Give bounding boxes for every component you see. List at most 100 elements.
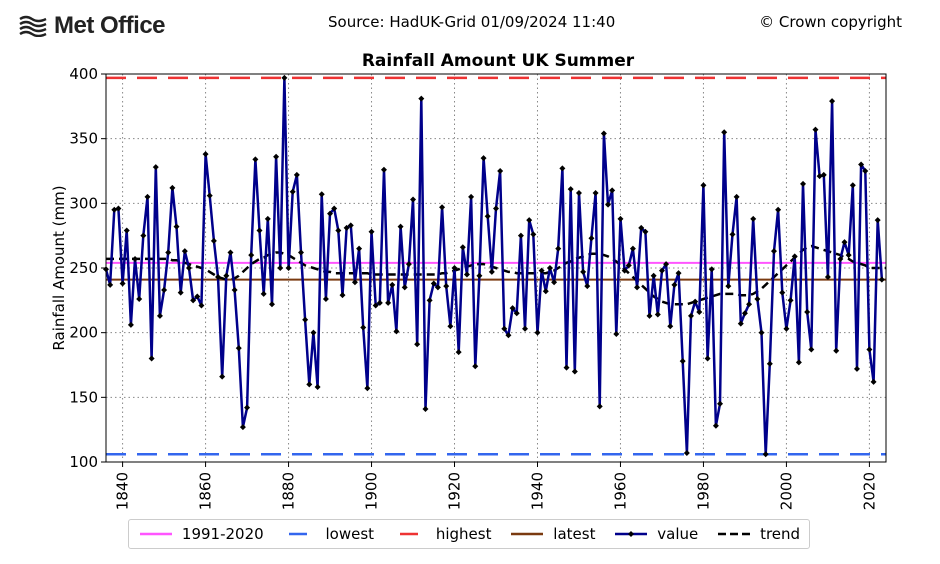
value-point xyxy=(829,98,836,105)
value-point xyxy=(331,205,338,212)
value-point xyxy=(667,323,674,330)
value-point xyxy=(476,272,483,279)
value-point xyxy=(646,312,653,319)
legend-item-lowest: lowest xyxy=(289,525,375,543)
value-point xyxy=(235,345,242,352)
legend-item-latest: latest xyxy=(511,525,596,543)
value-point xyxy=(119,280,126,287)
x-tick-label: 2000 xyxy=(777,472,795,510)
value-point xyxy=(605,201,612,208)
y-axis-label: Rainfall Amount (mm) xyxy=(50,185,68,350)
value-point xyxy=(870,378,877,385)
value-point xyxy=(762,451,769,458)
value-point xyxy=(468,193,475,200)
value-point xyxy=(306,381,313,388)
value-point xyxy=(418,95,425,102)
value-point xyxy=(559,165,566,172)
value-point xyxy=(658,267,665,274)
value-point xyxy=(210,237,217,244)
value-point xyxy=(808,346,815,353)
value-point xyxy=(347,222,354,229)
legend-item-highest: highest xyxy=(399,525,492,543)
y-tick-label: 250 xyxy=(69,259,98,277)
value-point xyxy=(804,308,811,315)
value-point xyxy=(256,227,263,234)
value-point xyxy=(663,261,670,268)
value-point xyxy=(750,215,757,222)
value-point xyxy=(853,365,860,372)
value-point xyxy=(327,210,334,217)
value-point xyxy=(501,325,508,332)
value-point xyxy=(302,316,309,323)
value-point xyxy=(260,290,267,297)
x-tick-label: 1920 xyxy=(446,472,464,510)
value-point xyxy=(824,274,831,281)
value-point xyxy=(426,297,433,304)
value-point xyxy=(356,245,363,252)
axes: 1840 1860 1880 1900 1920 1940 1960 1980 2000 2020… xyxy=(69,65,887,510)
value-point xyxy=(692,298,699,305)
value-point xyxy=(729,231,736,238)
value-point xyxy=(849,182,856,189)
value-point xyxy=(277,265,284,271)
value-point xyxy=(841,239,848,246)
value-point xyxy=(219,373,226,380)
value-point xyxy=(517,232,524,239)
value-point xyxy=(567,186,574,193)
value-point xyxy=(339,292,346,299)
value-point xyxy=(231,286,238,293)
value-point xyxy=(758,329,765,336)
y-tick-label: 300 xyxy=(69,194,98,212)
value-point xyxy=(223,272,230,279)
y-tick-label: 150 xyxy=(69,388,98,406)
value-point xyxy=(862,168,869,174)
value-point xyxy=(455,349,462,356)
value-point xyxy=(115,205,122,212)
value-point xyxy=(393,328,400,335)
value-point xyxy=(530,231,537,238)
value-point xyxy=(314,383,321,390)
value-point xyxy=(733,193,740,200)
value-point xyxy=(654,311,661,318)
value-point xyxy=(625,262,632,269)
value-point xyxy=(343,224,350,231)
value-point xyxy=(708,266,715,273)
value-point xyxy=(443,283,450,290)
value-point xyxy=(858,161,865,168)
plot-frame xyxy=(105,73,887,463)
legend-item-value: value xyxy=(613,525,698,543)
value-point xyxy=(194,293,201,300)
value-point xyxy=(775,206,782,213)
value-point xyxy=(310,329,317,336)
value-point xyxy=(430,280,437,287)
value-point xyxy=(123,227,130,234)
value-point xyxy=(264,215,271,222)
value-point xyxy=(621,267,628,274)
copyright-text: © Crown copyright xyxy=(759,13,902,31)
y-tick-label: 400 xyxy=(69,65,98,83)
value-point xyxy=(144,193,151,200)
value-point xyxy=(675,270,682,277)
value-point xyxy=(746,301,753,308)
value-point xyxy=(696,308,703,315)
value-point xyxy=(526,217,533,224)
value-point xyxy=(617,215,624,222)
value-point xyxy=(737,320,744,327)
value-point xyxy=(372,302,379,309)
value-point xyxy=(169,184,176,191)
value-point xyxy=(571,368,578,375)
value-point xyxy=(551,279,558,286)
value-point xyxy=(484,213,491,220)
value-point xyxy=(542,288,549,295)
value-point xyxy=(505,332,512,339)
value-point xyxy=(609,187,616,194)
value-point xyxy=(173,223,180,230)
value-point xyxy=(638,224,645,231)
value-point xyxy=(878,276,885,283)
y-tick-label: 200 xyxy=(69,324,98,342)
value-point xyxy=(634,284,641,291)
value-point xyxy=(741,310,748,317)
value-point xyxy=(156,312,163,319)
met-office-logo: Met Office xyxy=(18,12,166,40)
value-point xyxy=(463,271,470,278)
